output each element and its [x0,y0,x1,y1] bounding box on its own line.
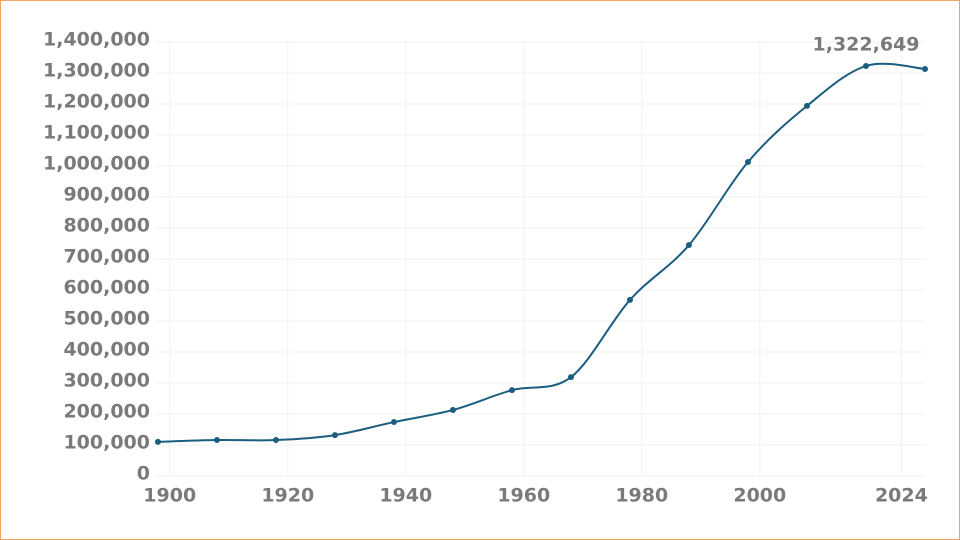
point [567,374,574,381]
plot [154,62,928,445]
point [154,438,161,445]
y-tick-label: 0 [137,463,150,485]
x-tick-label: 1920 [261,485,314,507]
y-tick-label: 700,000 [63,246,150,268]
point [449,406,456,413]
point [626,296,633,303]
x-tick-label: 2024 [875,485,928,507]
y-tick-label: 1,000,000 [43,153,150,175]
point [922,65,928,72]
y-tick-label: 300,000 [63,370,150,392]
y-tick-label: 1,200,000 [43,91,150,113]
point [862,62,869,69]
y-tick-label: 1,400,000 [43,29,150,51]
point [272,437,279,444]
value-label: 1,322,649 [813,33,920,55]
point [744,158,751,165]
point [331,432,338,439]
point [508,387,515,394]
point [213,437,220,444]
y-tick-label: 100,000 [63,432,150,454]
y-tick-label: 900,000 [63,184,150,206]
y-tick-label: 1,300,000 [43,60,150,82]
y-tick-label: 200,000 [63,401,150,423]
y-tick-label: 1,100,000 [43,122,150,144]
x-tick-label: 1900 [143,485,196,507]
point [803,102,810,109]
y-tick-label: 800,000 [63,215,150,237]
x-tick-label: 1940 [379,485,432,507]
y-tick-label: 600,000 [63,277,150,299]
x-tick-label: 1980 [615,485,668,507]
point [390,419,397,426]
y-tick-label: 500,000 [63,308,150,330]
x-tick-label: 2000 [733,485,786,507]
point [685,242,692,249]
y-tick-label: 400,000 [63,339,150,361]
grid [155,41,925,477]
x-tick-label: 1960 [497,485,550,507]
